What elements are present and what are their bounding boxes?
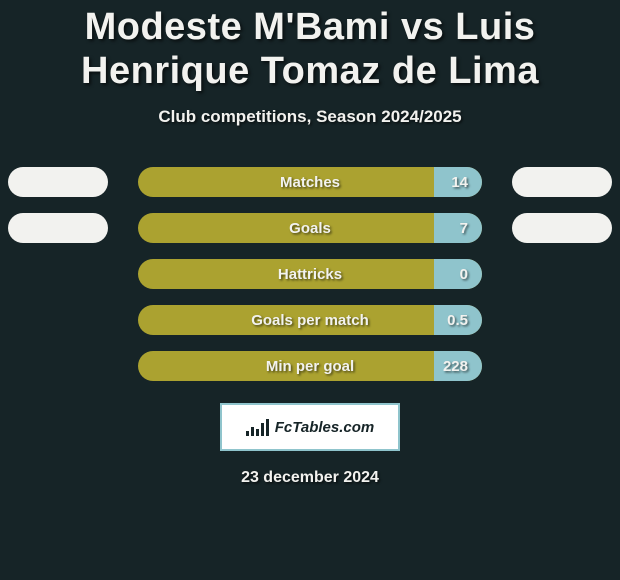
- comparison-infographic: Modeste M'Bami vs Luis Henrique Tomaz de…: [0, 0, 620, 580]
- date-text: 23 december 2024: [0, 469, 620, 487]
- stat-row: Goals 7: [0, 213, 620, 243]
- stat-pill: Hattricks 0: [138, 259, 482, 289]
- stat-label: Goals: [289, 220, 331, 237]
- stat-label: Min per goal: [266, 358, 354, 375]
- stat-pill-cap: [434, 213, 482, 243]
- stat-value: 0: [460, 259, 468, 289]
- stat-pill-cap: [434, 259, 482, 289]
- stat-value: 14: [451, 167, 468, 197]
- stat-row: Hattricks 0: [0, 259, 620, 289]
- stat-row: Min per goal 228: [0, 351, 620, 381]
- page-title: Modeste M'Bami vs Luis Henrique Tomaz de…: [0, 0, 620, 93]
- stat-pill: Goals 7: [138, 213, 482, 243]
- stat-value: 228: [443, 351, 468, 381]
- stat-label: Goals per match: [251, 312, 369, 329]
- left-blank-pill: [8, 167, 108, 197]
- source-badge-text: FcTables.com: [275, 419, 374, 436]
- left-blank-pill: [8, 213, 108, 243]
- stat-rows: Matches 14 Goals 7 Hattricks 0 Goals per match…: [0, 167, 620, 381]
- page-subtitle: Club competitions, Season 2024/2025: [0, 107, 620, 127]
- stat-pill: Matches 14: [138, 167, 482, 197]
- stat-row: Matches 14: [0, 167, 620, 197]
- stat-value: 0.5: [447, 305, 468, 335]
- stat-row: Goals per match 0.5: [0, 305, 620, 335]
- stat-value: 7: [460, 213, 468, 243]
- stat-label: Matches: [280, 174, 340, 191]
- bars-icon: [246, 418, 269, 436]
- stat-pill: Goals per match 0.5: [138, 305, 482, 335]
- stat-pill: Min per goal 228: [138, 351, 482, 381]
- right-blank-pill: [512, 167, 612, 197]
- stat-label: Hattricks: [278, 266, 342, 283]
- source-badge: FcTables.com: [220, 403, 400, 451]
- right-blank-pill: [512, 213, 612, 243]
